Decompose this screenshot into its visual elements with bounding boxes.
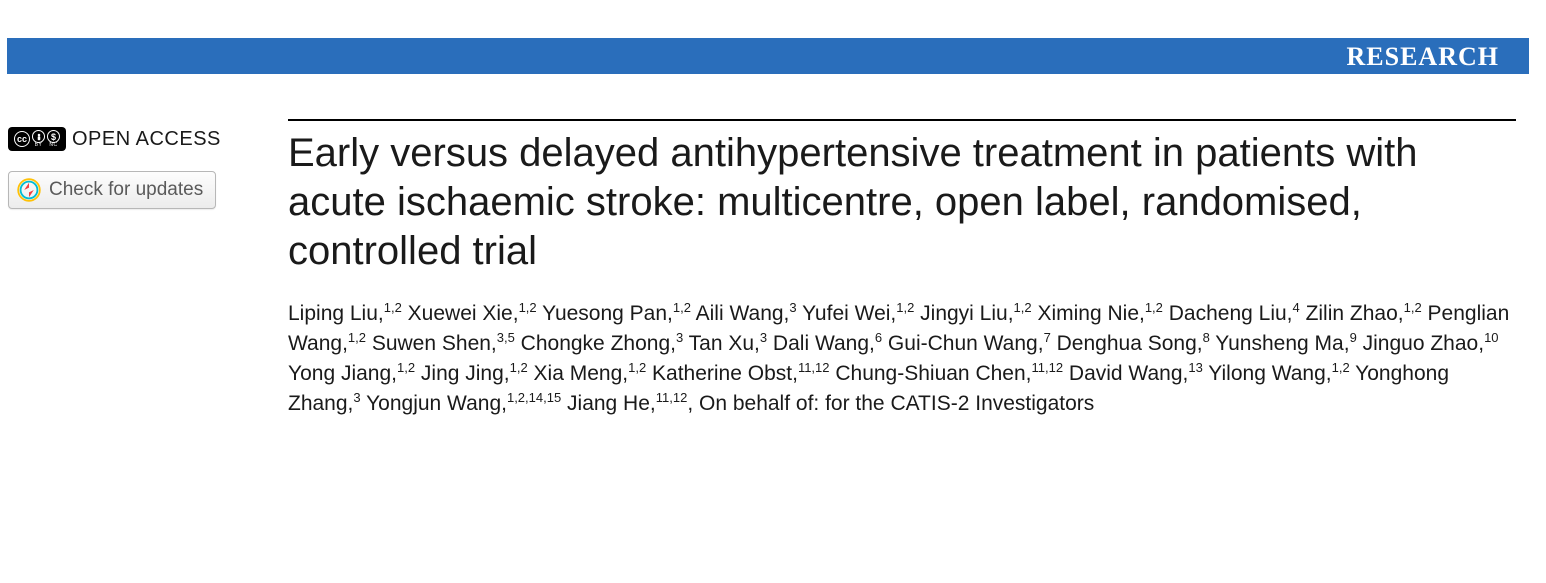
cc-license-badge: cc BY $ NC	[8, 127, 66, 151]
author-list: Liping Liu,1,2 Xuewei Xie,1,2 Yuesong Pa…	[288, 299, 1516, 418]
crossmark-icon	[17, 178, 41, 202]
section-banner: RESEARCH	[7, 38, 1529, 74]
open-access-label: OPEN ACCESS	[72, 128, 221, 151]
by-label: BY	[35, 143, 43, 148]
article-header: Early versus delayed antihypertensive tr…	[288, 119, 1516, 419]
content-wrap: cc BY $ NC OPEN ACCESS Check	[0, 74, 1546, 419]
left-sidebar: cc BY $ NC OPEN ACCESS Check	[8, 119, 288, 419]
check-updates-button[interactable]: Check for updates	[8, 171, 216, 209]
cc-icon: cc	[14, 131, 30, 147]
nc-label: NC	[49, 143, 57, 148]
open-access-row: cc BY $ NC OPEN ACCESS	[8, 127, 288, 151]
article-title: Early versus delayed antihypertensive tr…	[288, 129, 1516, 275]
check-updates-label: Check for updates	[49, 179, 203, 201]
